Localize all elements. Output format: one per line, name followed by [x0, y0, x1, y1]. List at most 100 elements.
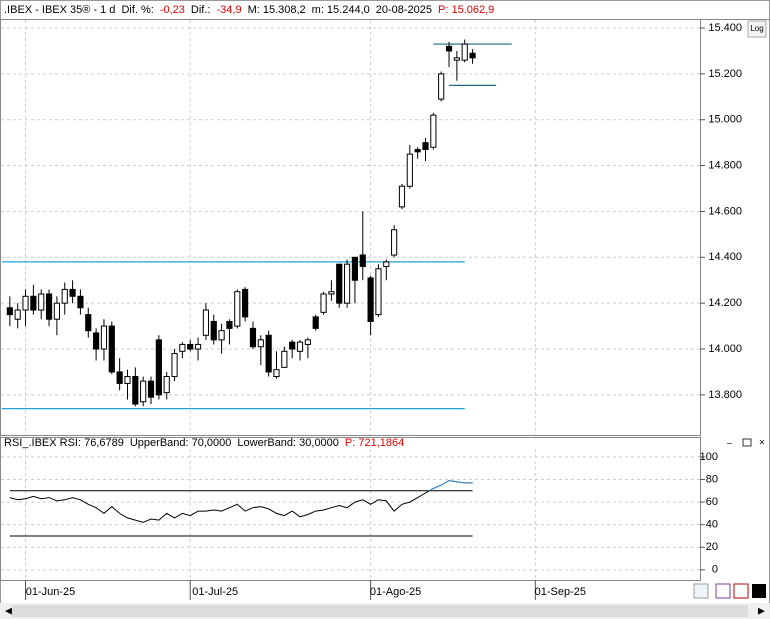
candle-body	[359, 254, 366, 267]
candle-body	[108, 325, 115, 373]
candle-body	[453, 57, 460, 61]
candle-body	[132, 376, 139, 405]
header-text: RSI_.IBEX RSI: 76,6789	[4, 437, 124, 449]
rsi-line	[9, 480, 473, 523]
candle-body	[281, 350, 288, 368]
candle-body	[179, 343, 186, 352]
candle-body	[336, 263, 343, 304]
header-text: UpperBand: 70,0000	[130, 437, 232, 449]
candle-body	[461, 43, 468, 61]
candle-body	[383, 261, 390, 267]
candle-body	[430, 114, 437, 148]
header-text: Dif. %:	[121, 4, 153, 16]
candle-body	[38, 293, 45, 311]
candle-body	[422, 142, 429, 151]
x-tick-label: 01-Jul-25	[192, 586, 238, 598]
log-label[interactable]: Log	[750, 24, 763, 33]
header-text: -34,9	[216, 4, 241, 16]
candle-body	[312, 316, 319, 329]
close-icon[interactable]: ×	[759, 438, 765, 449]
candle-body	[45, 293, 53, 320]
x-tick-label: 01-Ago-25	[370, 586, 421, 598]
candle-body	[226, 321, 233, 329]
candle-body	[194, 343, 202, 350]
candle-body	[249, 327, 257, 348]
y-tick-label: 14.600	[708, 205, 742, 217]
candle-body	[265, 334, 272, 373]
x-tick-label: 01-Sep-25	[535, 586, 586, 598]
candle-body	[414, 149, 421, 153]
scroll-thumb[interactable]	[12, 605, 748, 617]
candle-body	[187, 343, 194, 350]
header-text: Dif.:	[191, 4, 211, 16]
candle-body	[202, 309, 209, 336]
candle-body	[61, 288, 68, 304]
candle-body	[147, 380, 155, 398]
candle-body	[218, 330, 225, 341]
y-tick-label: 14.000	[708, 343, 742, 355]
header-text: m: 15.244,0	[312, 4, 370, 16]
candle-body	[304, 339, 311, 345]
header-text: P: 721,1864	[345, 437, 404, 449]
candle-body	[116, 371, 123, 384]
candle-body	[69, 288, 76, 297]
rsi-panel	[0, 437, 701, 581]
scroll-left[interactable]: ◀	[5, 605, 12, 615]
candle-body	[273, 369, 280, 378]
candle-body	[445, 45, 453, 52]
header-text: LowerBand: 30,0000	[237, 437, 339, 449]
candle-body	[351, 256, 359, 281]
y-tick-label: 13.800	[708, 389, 742, 401]
y-tick-label: 14.200	[708, 297, 742, 309]
candle-body	[53, 302, 60, 320]
candle-body	[257, 339, 264, 348]
candle-body	[100, 325, 108, 350]
candle-body	[438, 73, 445, 100]
header-text: .IBEX - IBEX 35® - 1 d	[4, 4, 115, 16]
y-tick-label: 60	[706, 496, 718, 508]
y-tick-label: 15.200	[708, 68, 742, 80]
y-tick-label: 40	[706, 519, 718, 531]
candle-body	[140, 380, 147, 403]
candle-body	[163, 376, 170, 394]
candle-body	[210, 321, 217, 341]
y-tick-label: 15.400	[708, 22, 742, 34]
candle-body	[398, 185, 406, 208]
candle-body	[124, 376, 131, 384]
header-text: M: 15.308,2	[248, 4, 306, 16]
candle-body	[234, 291, 241, 327]
candle-body	[406, 153, 413, 187]
candle-body	[328, 291, 335, 295]
header-text: -0,23	[160, 4, 185, 16]
autoscale-button[interactable]	[693, 583, 709, 599]
maximize-icon[interactable]	[742, 438, 752, 447]
candle-body	[469, 52, 476, 59]
close-button[interactable]	[733, 583, 749, 599]
candle-body	[77, 295, 84, 309]
header-text: P: 15.062,9	[438, 4, 494, 16]
candle-body	[6, 307, 13, 316]
candle-body	[22, 295, 29, 311]
log-button[interactable]	[747, 20, 767, 38]
candle-body	[85, 314, 92, 332]
candle-body	[30, 295, 37, 311]
y-tick-label: 14.800	[708, 160, 742, 172]
y-tick-label: 0	[712, 564, 718, 576]
color-button[interactable]	[752, 584, 766, 598]
candle-body	[155, 339, 162, 396]
y-tick-label: 80	[706, 473, 718, 485]
save-button[interactable]	[715, 583, 731, 599]
scroll-right[interactable]: ▶	[758, 605, 765, 615]
candle-body	[343, 263, 351, 304]
candle-body	[296, 341, 304, 352]
header-text: 20-08-2025	[376, 4, 432, 16]
y-tick-label: 14.400	[708, 251, 742, 263]
y-tick-label: 20	[706, 541, 718, 553]
y-tick-label: 15.000	[708, 114, 742, 126]
candle-body	[367, 277, 374, 323]
candle-body	[289, 341, 296, 350]
candle-body	[14, 309, 21, 320]
minimize-icon[interactable]: ‒	[727, 437, 732, 447]
candle-body	[391, 229, 398, 256]
